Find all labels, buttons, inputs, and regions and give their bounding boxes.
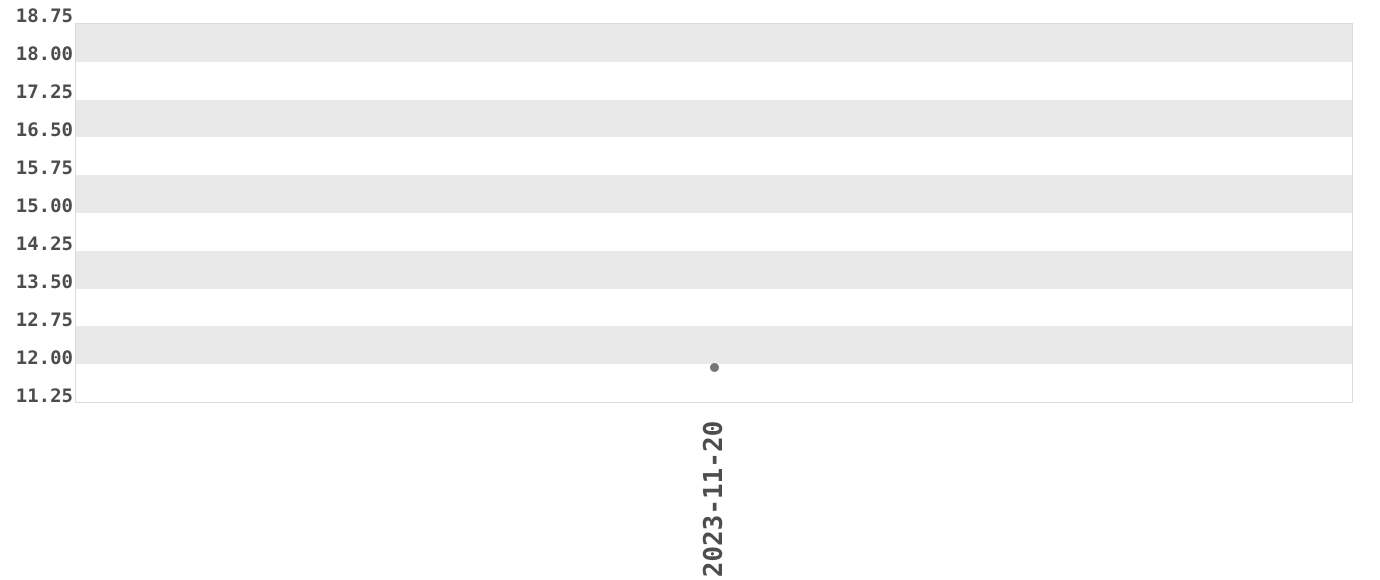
y-tick-label: 18.00 [15,43,73,65]
grid-band-plain [76,212,1352,251]
y-tick-label: 17.25 [15,81,73,103]
grid-band-shaded [76,250,1352,289]
grid-band-plain [76,288,1352,327]
grid-band-plain [76,61,1352,100]
grid-band-shaded [76,326,1352,365]
grid-band-plain [76,137,1352,176]
y-tick-label: 14.25 [15,233,73,255]
grid-band-shaded [76,175,1352,213]
y-tick-label: 12.75 [15,309,73,331]
y-tick-label: 13.50 [15,271,73,293]
grid-band-shaded [76,99,1352,138]
x-tick-label: 2023-11-20 [699,420,729,578]
plot-area [75,23,1353,403]
scatter-data-point [709,362,719,372]
y-tick-label: 18.75 [15,5,73,27]
y-tick-label: 15.00 [15,195,73,217]
y-tick-label: 16.50 [15,119,73,141]
grid-band-shaded [76,24,1352,62]
y-tick-label: 12.00 [15,347,73,369]
y-tick-label: 15.75 [15,157,73,179]
y-tick-label: 11.25 [15,385,73,407]
